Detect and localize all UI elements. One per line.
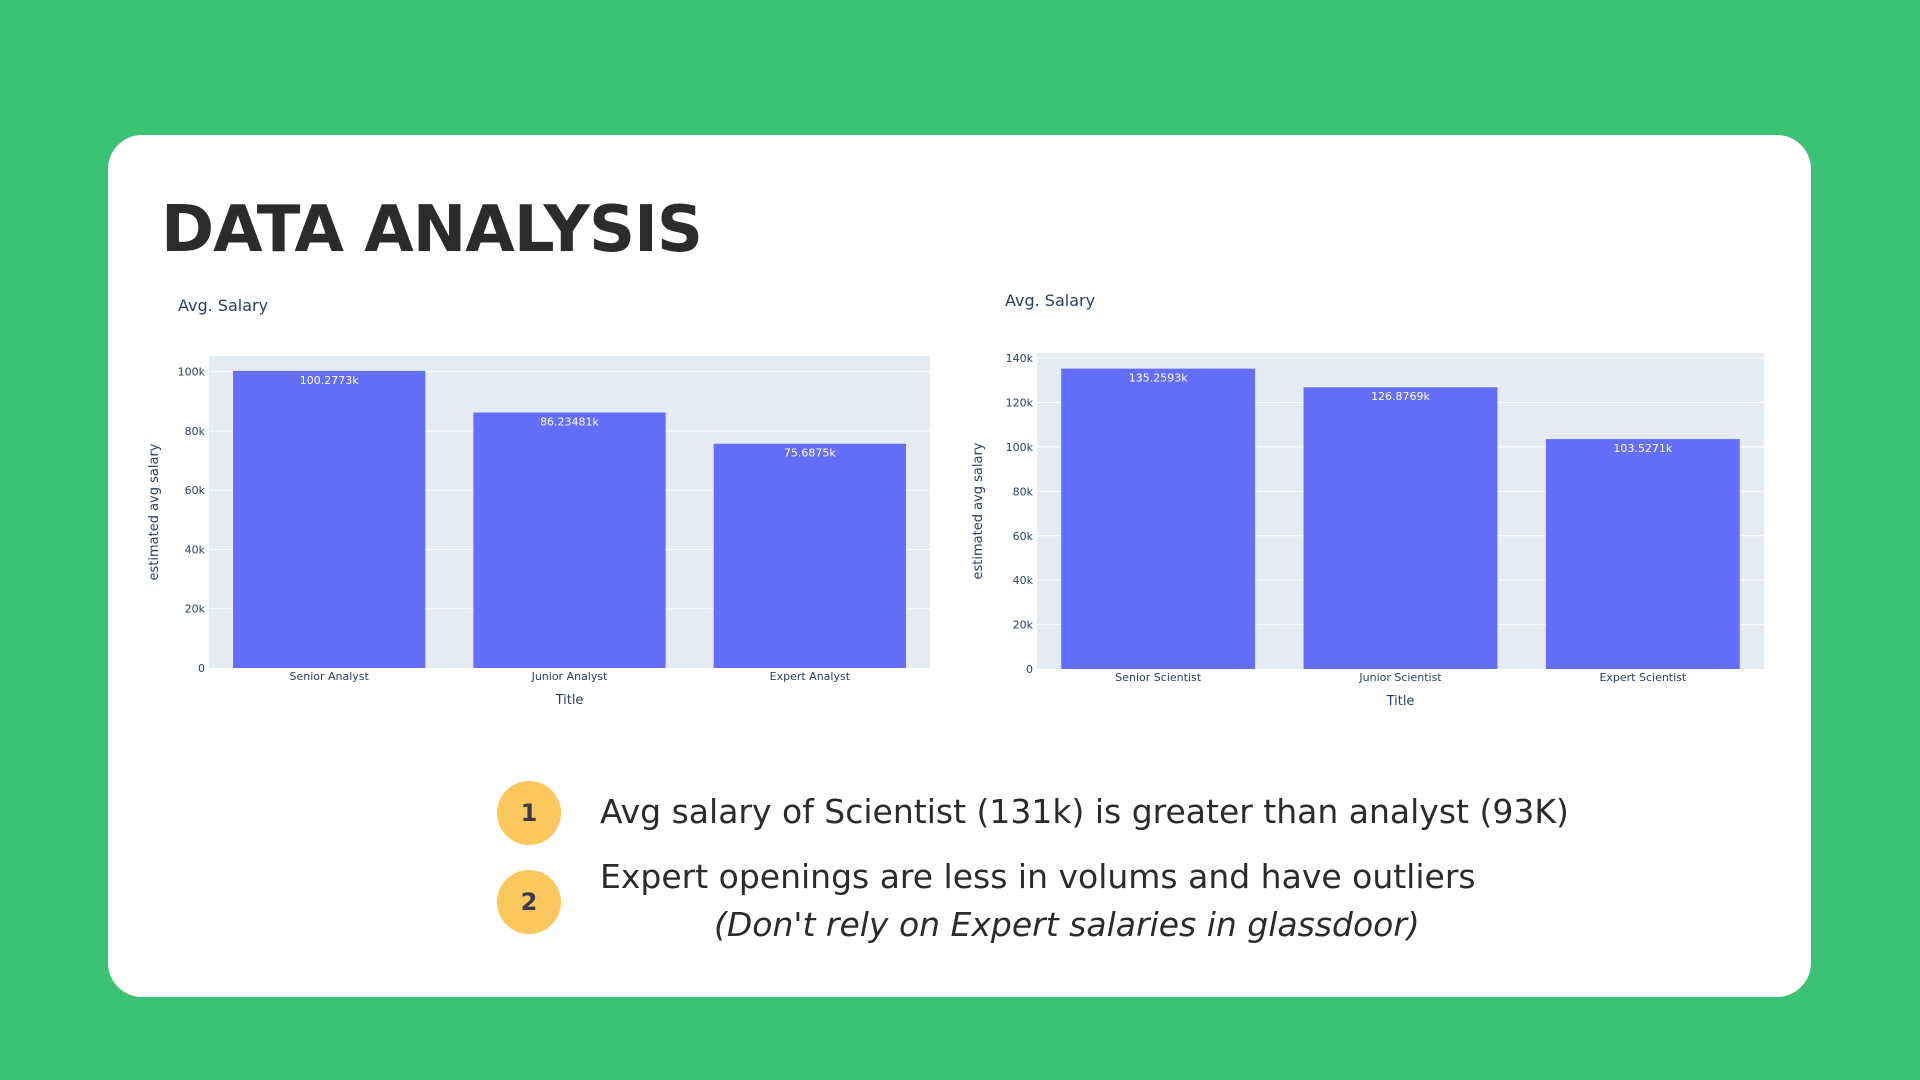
y-axis-title: estimated avg salary <box>147 443 162 580</box>
bar-value-label: 126.8769k <box>1371 390 1430 403</box>
y-tick-label: 20k <box>1013 619 1034 632</box>
y-tick-label: 80k <box>185 425 206 438</box>
y-tick-label: 20k <box>185 603 206 616</box>
analyst-salary-chart: Avg. Salary 0 20k 40k 60k 80k 100k 100.2773k Sen… <box>147 296 930 708</box>
chart-title: Avg. Salary <box>1005 291 1095 310</box>
bar-value-label: 135.2593k <box>1129 372 1188 385</box>
y-tick-label: 40k <box>185 543 206 556</box>
y-tick-label: 140k <box>1006 352 1034 365</box>
number-badge: 1 <box>497 781 561 845</box>
point-1-text: Avg salary of Scientist (131k) is greate… <box>600 792 1569 831</box>
bar <box>1061 368 1256 669</box>
bar-value-label: 75.6875k <box>784 447 836 460</box>
x-tick-label: Expert Scientist <box>1599 671 1686 684</box>
point-2-note: (Don't rely on Expert salaries in glassd… <box>714 905 1420 944</box>
bar <box>713 443 906 668</box>
x-axis-title: Title <box>555 693 584 708</box>
y-tick-label: 100k <box>1006 441 1034 454</box>
bar-value-label: 100.2773k <box>300 374 359 387</box>
y-tick-label: 80k <box>1013 485 1034 498</box>
y-tick-label: 40k <box>1013 574 1034 587</box>
y-tick-label: 0 <box>1026 663 1033 676</box>
bar <box>1303 387 1498 669</box>
x-tick-label: Junior Scientist <box>1358 671 1442 684</box>
y-tick-label: 100k <box>178 366 206 379</box>
x-tick-label: Senior Analyst <box>289 670 369 683</box>
point-2: 2 <box>497 870 561 934</box>
slide-title: DATA ANALYSIS <box>161 193 703 267</box>
scientist-salary-chart: Avg. Salary 0 20k 40k 60k 80k 100k 120k 140k 135.… <box>971 291 1764 709</box>
x-axis-title: Title <box>1386 694 1415 709</box>
bar <box>473 412 666 668</box>
point-1: 1 <box>497 781 561 845</box>
y-axis-title: estimated avg salary <box>971 442 986 579</box>
x-tick-label: Expert Analyst <box>770 670 851 683</box>
y-tick-label: 60k <box>1013 530 1034 543</box>
bar-value-label: 86.23481k <box>540 415 599 428</box>
bar <box>1545 439 1740 669</box>
point-2-text: Expert openings are less in volums and h… <box>600 857 1476 896</box>
y-tick-label: 60k <box>185 484 206 497</box>
bar <box>233 370 426 668</box>
number-badge: 2 <box>497 870 561 934</box>
y-tick-label: 120k <box>1006 397 1034 410</box>
y-tick-label: 0 <box>198 662 205 675</box>
chart-title: Avg. Salary <box>178 296 268 315</box>
x-tick-label: Junior Analyst <box>531 670 609 683</box>
bar-value-label: 103.5271k <box>1613 442 1672 455</box>
x-tick-label: Senior Scientist <box>1115 671 1201 684</box>
